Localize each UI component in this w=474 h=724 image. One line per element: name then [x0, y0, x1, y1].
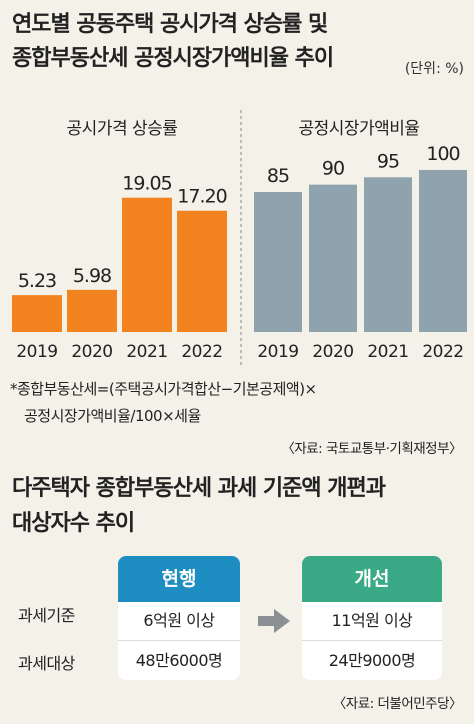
chart-title-line2: 종합부동산세 공정시장가액비율 추이 — [12, 46, 334, 71]
bar-ratio-2019 — [254, 192, 302, 332]
value-label-rise-2020: 5.98 — [73, 265, 111, 287]
category-label-ratio-2021: 2021 — [367, 342, 408, 362]
row-label-threshold: 과세기준 — [18, 606, 75, 625]
revised-target: 24만9000명 — [328, 651, 416, 670]
bar-rise-2019 — [12, 295, 62, 332]
bar-rise-2022 — [177, 210, 227, 332]
source-note-2: 〈자료: 더불어민주당〉 — [332, 696, 463, 712]
value-label-ratio-2021: 95 — [377, 150, 399, 172]
value-label-rise-2021: 19.05 — [122, 173, 171, 195]
section2-title-line1: 다주택자 종합부동산세 과세 기준액 개편과 — [12, 476, 386, 501]
category-label-ratio-2020: 2020 — [312, 342, 353, 362]
right-arrow-icon — [258, 609, 290, 633]
chart-title-line1: 연도별 공동주택 공시가격 상승률 및 — [12, 12, 328, 37]
value-label-rise-2019: 5.23 — [18, 270, 56, 292]
source-note-1: 〈자료: 국토교통부·기획재정부〉 — [281, 441, 462, 457]
formula-line2: 공정시장가액비율/100×세율 — [24, 407, 201, 425]
row-label-target: 과세대상 — [18, 654, 75, 673]
value-label-ratio-2019: 85 — [267, 165, 289, 187]
category-label-rise-2022: 2022 — [181, 342, 222, 362]
left-bar-chart: 5.23 2019 5.98 2020 19.05 2021 17.20 2022 — [12, 173, 228, 362]
bar-ratio-2021 — [364, 177, 412, 332]
section2-title-line2: 대상자수 추이 — [12, 511, 135, 536]
revised-box: 개선 11억원 이상 24만9000명 — [302, 556, 442, 680]
bar-ratio-2020 — [309, 184, 357, 332]
category-label-ratio-2019: 2019 — [257, 342, 298, 362]
right-bar-chart: 85 2019 90 2020 95 2021 100 2022 — [254, 143, 467, 362]
category-label-rise-2020: 2020 — [71, 342, 112, 362]
bar-ratio-2022 — [419, 169, 467, 332]
value-label-ratio-2022: 100 — [426, 143, 459, 165]
bar-rise-2020 — [67, 289, 117, 332]
current-target: 48만6000명 — [135, 651, 223, 670]
category-label-rise-2021: 2021 — [126, 342, 167, 362]
value-label-ratio-2020: 90 — [322, 158, 344, 180]
value-label-rise-2022: 17.20 — [177, 186, 226, 208]
revised-threshold: 11억원 이상 — [302, 602, 442, 641]
unit-note: (단위: %) — [404, 61, 464, 77]
bar-charts: 5.23 2019 5.98 2020 19.05 2021 17.20 2022 85 201… — [12, 110, 467, 365]
formula-line1: *종합부동산세=(주택공시가격합산−기본공제액)× — [10, 380, 317, 398]
revised-header: 개선 — [302, 556, 442, 602]
current-box: 현행 6억원 이상 48만6000명 — [118, 556, 240, 680]
bar-rise-2021 — [122, 197, 172, 332]
category-label-rise-2019: 2019 — [16, 342, 57, 362]
right-chart-title: 공정시장가액비율 — [298, 119, 420, 139]
left-chart-title: 공시가격 상승률 — [66, 119, 178, 139]
current-header: 현행 — [118, 556, 240, 602]
current-threshold: 6억원 이상 — [118, 602, 240, 641]
category-label-ratio-2022: 2022 — [422, 342, 463, 362]
